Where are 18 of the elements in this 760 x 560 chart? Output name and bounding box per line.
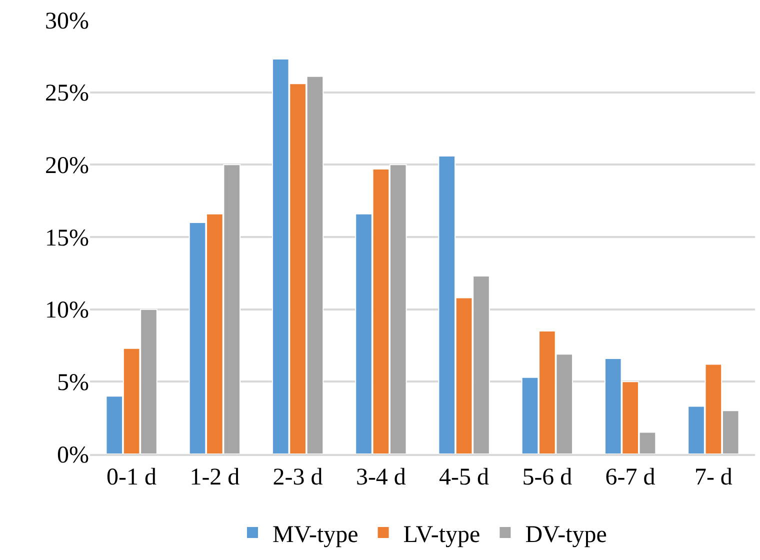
y-tick-label: 15% [45, 225, 89, 252]
x-tick-label: 5-6 d [522, 464, 572, 491]
y-tick-label: 10% [45, 298, 89, 324]
y-tick-label: 30% [45, 8, 89, 34]
y-tick-label: 5% [57, 370, 89, 396]
x-tick-label: 3-4 d [356, 464, 406, 491]
x-tick-label: 1-2 d [190, 464, 240, 491]
x-tick-label: 7- d [694, 464, 732, 491]
x-tick-label: 4-5 d [439, 464, 490, 491]
x-tick-label: 6-7 d [605, 464, 656, 491]
legend-label: LV-type [403, 522, 480, 548]
legend-label: DV-type [525, 522, 607, 548]
legend-label: MV-type [272, 522, 358, 548]
y-tick-label: 0% [57, 442, 89, 468]
y-tick-label: 25% [45, 80, 89, 107]
x-tick-label: 0-1 d [106, 464, 157, 491]
x-tick-label: 2-3 d [272, 464, 323, 491]
y-tick-label: 20% [45, 153, 89, 180]
